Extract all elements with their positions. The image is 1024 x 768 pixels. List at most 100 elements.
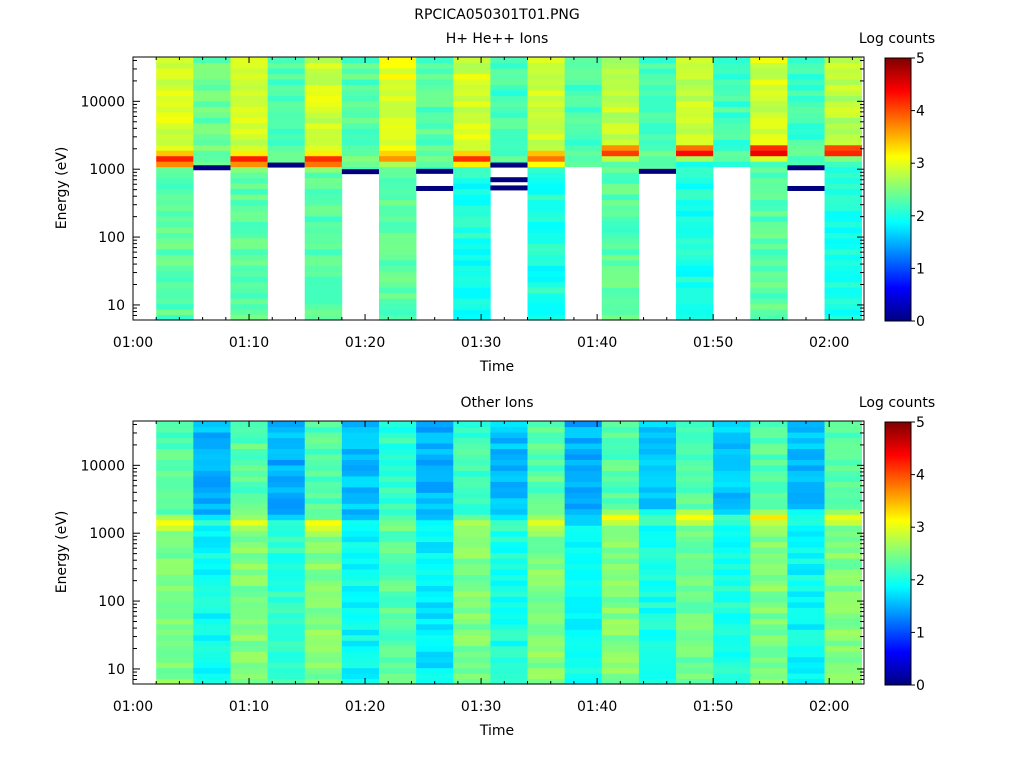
heatmap-cell: [676, 678, 714, 685]
heatmap-cell: [750, 78, 788, 85]
heatmap-cell: [676, 667, 714, 674]
heatmap-cell: [341, 111, 380, 118]
heatmap-cell: [527, 188, 565, 195]
heatmap-cell: [378, 106, 417, 113]
heatmap-cell: [416, 139, 454, 146]
heatmap-cell: [453, 552, 491, 559]
heatmap-cell: [713, 448, 751, 455]
heatmap-cell: [676, 492, 714, 499]
heatmap-cell: [750, 111, 788, 118]
heatmap-cell: [230, 437, 268, 444]
heatmap-cell: [156, 497, 194, 504]
heatmap-cell: [490, 122, 528, 129]
heatmap-cell: [193, 426, 231, 433]
heatmap-cell: [304, 270, 343, 277]
heatmap-cell: [304, 607, 343, 614]
heatmap-cell: [713, 525, 751, 532]
heatmap-cell: [453, 557, 491, 565]
heatmap-cell: [416, 612, 454, 619]
heatmap-cell: [378, 662, 417, 669]
heatmap-cell: [193, 57, 231, 64]
heatmap-cell: [267, 667, 306, 674]
heatmap-cell: [824, 612, 862, 619]
heatmap-cell: [304, 243, 343, 250]
heatmap-cell: [304, 557, 343, 565]
heatmap-cell: [527, 95, 565, 102]
heatmap-cell: [750, 117, 788, 124]
heatmap-cell: [378, 84, 417, 91]
heatmap-cell: [564, 519, 603, 526]
heatmap-cell: [453, 421, 491, 428]
heatmap-cell: [193, 612, 231, 619]
heatmap-cell: [787, 57, 825, 64]
heatmap-cell: [416, 640, 454, 647]
heatmap-cell: [713, 557, 751, 565]
heatmap-cell: [824, 144, 862, 151]
heatmap-cell: [416, 618, 454, 625]
heatmap-cell: [601, 144, 640, 151]
heatmap-cell: [676, 193, 714, 201]
heatmap-cell: [304, 645, 343, 652]
heatmap-cell: [341, 139, 380, 146]
heatmap-cell: [750, 62, 788, 69]
heatmap-cell: [267, 150, 306, 157]
heatmap-cell: [230, 475, 268, 482]
heatmap-cell: [156, 84, 194, 91]
heatmap-cell: [416, 623, 454, 630]
heatmap-cell: [713, 486, 751, 493]
heatmap-cell: [230, 78, 268, 85]
heatmap-cell: [378, 590, 417, 597]
heatmap-cell: [378, 568, 417, 576]
heatmap-cell: [787, 150, 825, 157]
heatmap-cell: [527, 557, 565, 565]
heatmap-cell: [638, 634, 677, 641]
heatmap-cell: [676, 645, 714, 652]
heatmap-cell: [304, 640, 343, 647]
heatmap-cell: [453, 248, 491, 255]
heatmap-cell: [638, 547, 677, 554]
heatmap-cell: [601, 161, 640, 168]
heatmap-cell: [638, 651, 677, 658]
heatmap-cell: [564, 442, 603, 449]
heatmap-cell: [787, 78, 825, 85]
heatmap-cell: [750, 497, 788, 504]
heatmap-cell: [416, 78, 454, 85]
heatmap-cell: [304, 292, 343, 299]
low-count-line: [787, 185, 825, 191]
heatmap-cell: [416, 89, 454, 96]
x-tick-label: 01:20: [345, 335, 385, 351]
heatmap-cell: [564, 563, 603, 570]
heatmap-cell: [490, 470, 528, 477]
heatmap-cell: [490, 667, 528, 674]
heatmap-cell: [527, 133, 565, 140]
heatmap-cell: [564, 106, 603, 113]
heatmap-cell: [193, 667, 231, 674]
heatmap-cell: [490, 547, 528, 554]
heatmap-cell: [564, 530, 603, 537]
heatmap-cell: [787, 557, 825, 565]
heatmap-cell: [304, 95, 343, 102]
heatmap-cell: [230, 226, 268, 233]
heatmap-cell: [304, 144, 343, 151]
heatmap-cell: [193, 574, 231, 581]
heatmap-cell: [267, 431, 306, 439]
heatmap-cell: [267, 508, 306, 515]
heatmap-cell: [527, 486, 565, 493]
heatmap-cell: [490, 89, 528, 96]
heatmap-cell: [713, 431, 751, 439]
heatmap-cell: [564, 541, 603, 548]
heatmap-cell: [564, 470, 603, 477]
heatmap-cell: [490, 662, 528, 669]
heatmap-cell: [156, 623, 194, 630]
heatmap-cell: [304, 67, 343, 75]
heatmap-cell: [676, 139, 714, 146]
heatmap-cell: [230, 100, 268, 107]
heatmap-cell: [156, 656, 194, 663]
heatmap-cell: [601, 292, 640, 299]
heatmap-cell: [416, 95, 454, 102]
heatmap-cell: [156, 259, 194, 266]
heatmap-cell: [601, 629, 640, 636]
heatmap-cell: [601, 270, 640, 277]
heatmap-cell: [676, 481, 714, 488]
heatmap-cell: [601, 568, 640, 576]
